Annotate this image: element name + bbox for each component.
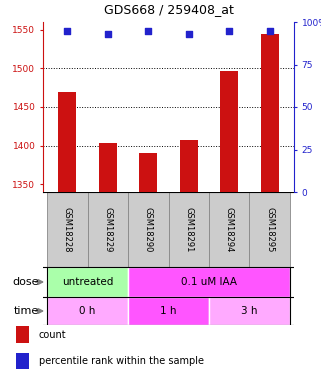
Text: GSM18291: GSM18291 — [184, 207, 193, 252]
Bar — [180, 140, 198, 192]
Bar — [261, 34, 279, 192]
Point — [267, 27, 272, 33]
Text: percentile rank within the sample: percentile rank within the sample — [39, 356, 204, 366]
Text: GDS668 / 259408_at: GDS668 / 259408_at — [104, 3, 233, 16]
Text: untreated: untreated — [62, 277, 113, 287]
Bar — [16, 352, 29, 369]
Bar — [249, 192, 290, 267]
Point — [65, 27, 70, 33]
Bar — [128, 267, 290, 297]
Bar — [47, 297, 128, 325]
Bar — [99, 143, 117, 192]
Text: dose: dose — [13, 277, 39, 287]
Text: GSM18290: GSM18290 — [144, 207, 153, 252]
Bar — [16, 326, 29, 343]
Text: count: count — [39, 330, 66, 340]
Bar — [128, 192, 169, 267]
Text: 1 h: 1 h — [160, 306, 177, 316]
Bar — [128, 297, 209, 325]
Bar — [47, 267, 128, 297]
Bar — [220, 70, 238, 192]
Point — [227, 27, 232, 33]
Point — [186, 31, 191, 37]
Bar — [209, 297, 290, 325]
Text: GSM18229: GSM18229 — [103, 207, 112, 252]
Bar — [88, 192, 128, 267]
Bar — [47, 192, 88, 267]
Bar — [209, 192, 249, 267]
Text: 0.1 uM IAA: 0.1 uM IAA — [181, 277, 237, 287]
Text: 3 h: 3 h — [241, 306, 258, 316]
Text: 0 h: 0 h — [79, 306, 96, 316]
Point — [105, 31, 110, 37]
Bar — [139, 153, 157, 192]
Text: GSM18228: GSM18228 — [63, 207, 72, 252]
Text: time: time — [14, 306, 39, 316]
Bar — [169, 192, 209, 267]
Text: GSM18295: GSM18295 — [265, 207, 274, 252]
Point — [146, 27, 151, 33]
Bar — [58, 92, 76, 192]
Text: GSM18294: GSM18294 — [225, 207, 234, 252]
